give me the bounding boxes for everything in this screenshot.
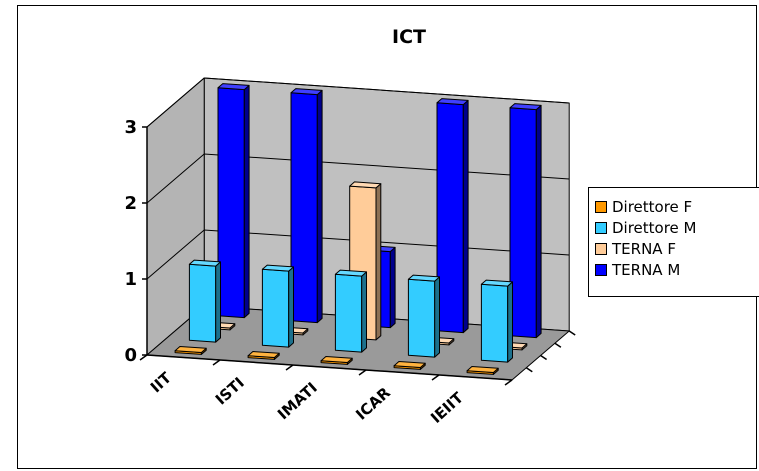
x-tick xyxy=(212,359,221,366)
legend-swatch xyxy=(595,264,607,276)
x-tick xyxy=(285,364,294,371)
gridline xyxy=(146,77,570,128)
x-tick xyxy=(431,374,440,381)
bar-side xyxy=(389,246,396,329)
bar-front xyxy=(290,92,318,324)
y-tick-label: 0 xyxy=(124,345,137,366)
bar-side xyxy=(535,104,542,339)
x-axis xyxy=(146,354,513,381)
x-tick-label: IIT xyxy=(147,368,176,396)
legend-label: Direttore F xyxy=(612,198,693,216)
legend-swatch xyxy=(595,201,607,213)
depth-tick xyxy=(525,367,533,373)
legend-label: Direttore M xyxy=(612,219,697,237)
bar-top xyxy=(349,181,382,189)
bar-front xyxy=(509,107,537,339)
legend-item: TERNA F xyxy=(595,240,676,258)
bar-side xyxy=(316,89,323,324)
bar-side xyxy=(462,99,469,334)
x-tick-label: IEIIT xyxy=(427,388,467,427)
bar-front xyxy=(261,268,290,348)
bar-side xyxy=(215,261,221,343)
legend-item: Direttore M xyxy=(595,219,697,237)
bar-top xyxy=(334,269,367,277)
bar-top xyxy=(436,98,469,106)
bar-front xyxy=(436,102,464,334)
y-tick-label: 3 xyxy=(124,117,137,138)
bar-top xyxy=(320,356,353,363)
x-tick-label: ICAR xyxy=(352,383,394,423)
bar-top xyxy=(393,361,426,368)
bar-side xyxy=(434,276,440,358)
bar-front xyxy=(217,87,245,319)
bar-side xyxy=(375,183,382,341)
bar-top xyxy=(174,346,207,353)
x-tick xyxy=(358,369,367,376)
bar-side xyxy=(361,271,367,353)
x-tick xyxy=(504,379,513,386)
x-tick xyxy=(139,354,148,361)
legend-item: TERNA M xyxy=(595,261,680,279)
bar-top xyxy=(407,274,440,282)
bar-top xyxy=(247,351,280,358)
chart-title: ICT xyxy=(392,26,426,48)
bar-top xyxy=(509,103,542,111)
y-tick-label: 2 xyxy=(124,193,137,214)
y-tick-label: 1 xyxy=(124,269,137,290)
bar-side xyxy=(243,84,250,319)
bar-side xyxy=(507,281,513,363)
bar-top xyxy=(480,279,513,287)
bar-side xyxy=(288,266,294,348)
bar-front xyxy=(407,278,436,358)
legend-item: Direttore F xyxy=(595,198,692,216)
bar-top xyxy=(261,264,294,272)
bar-top xyxy=(290,88,323,96)
bar-front xyxy=(480,283,509,363)
bar-top xyxy=(217,83,250,91)
legend-swatch xyxy=(595,243,607,255)
x-tick-label: IMATI xyxy=(274,379,321,424)
depth-tick xyxy=(540,354,548,361)
depth-tick xyxy=(568,330,576,336)
legend: Direttore F Direttore M TERNA F TERNA M xyxy=(588,187,759,297)
legend-swatch xyxy=(595,222,607,234)
bar-front xyxy=(334,273,363,353)
legend-label: TERNA M xyxy=(612,261,681,279)
bar-top xyxy=(188,259,221,267)
bar-top xyxy=(466,366,499,373)
depth-tick xyxy=(554,342,562,348)
legend-label: TERNA F xyxy=(612,240,676,258)
bar-front xyxy=(188,263,217,343)
x-tick-label: ISTI xyxy=(212,374,248,409)
